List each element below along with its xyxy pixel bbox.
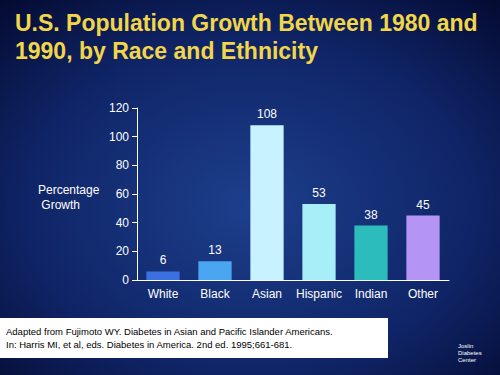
svg-text:Adapted from Fujimoto WY. Diab: Adapted from Fujimoto WY. Diabetes in As… — [6, 326, 333, 337]
svg-text:U.S. Population Growth Between: U.S. Population Growth Between 1980 and — [15, 10, 484, 36]
svg-text:Asian: Asian — [252, 287, 282, 301]
svg-text:In: Harris MI, et al, eds. Dia: In: Harris MI, et al, eds. Diabetes in A… — [6, 339, 292, 350]
svg-text:45: 45 — [416, 198, 430, 212]
svg-text:60: 60 — [116, 187, 130, 201]
svg-text:20: 20 — [116, 244, 130, 258]
svg-text:Growth: Growth — [38, 198, 80, 212]
svg-text:Hispanic: Hispanic — [296, 287, 342, 301]
svg-text:Diabetes: Diabetes — [458, 350, 483, 356]
svg-text:Indian: Indian — [355, 287, 388, 301]
svg-text:Other: Other — [408, 287, 438, 301]
svg-text:120: 120 — [109, 101, 129, 115]
svg-text:Percentage: Percentage — [38, 183, 100, 197]
svg-text:100: 100 — [109, 130, 129, 144]
svg-text:80: 80 — [116, 158, 130, 172]
svg-text:53: 53 — [312, 186, 326, 200]
svg-text:White: White — [148, 287, 179, 301]
svg-text:6: 6 — [160, 253, 167, 267]
svg-text:13: 13 — [208, 243, 222, 257]
svg-text:108: 108 — [257, 107, 277, 121]
svg-text:Center: Center — [458, 357, 476, 363]
svg-text:0: 0 — [122, 273, 129, 287]
svg-text:1990, by Race and Ethnicity: 1990, by Race and Ethnicity — [15, 38, 318, 64]
svg-text:40: 40 — [116, 216, 130, 230]
svg-text:Black: Black — [200, 287, 230, 301]
svg-text:Joslin: Joslin — [458, 343, 475, 349]
svg-text:38: 38 — [364, 208, 378, 222]
